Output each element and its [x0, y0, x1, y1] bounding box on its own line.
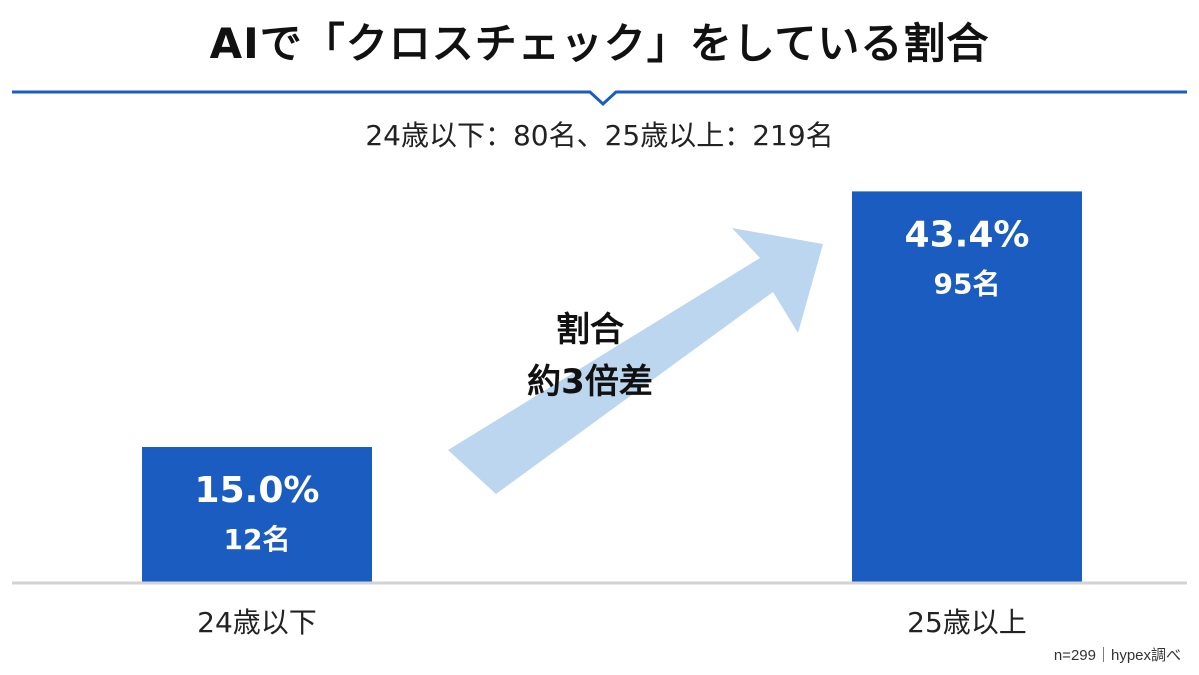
title-divider — [12, 90, 1187, 107]
bar-value-label: 15.0% — [195, 470, 320, 511]
bar — [852, 191, 1082, 582]
bar-count-label: 12名 — [224, 523, 291, 556]
chart-subtitle: 24歳以下：80名、25歳以上：219名 — [365, 119, 834, 152]
bar-value-label: 43.4% — [905, 214, 1030, 255]
bar — [142, 447, 372, 582]
annotation-line: 約3倍差 — [527, 362, 653, 402]
bar-count-label: 95名 — [934, 267, 1001, 300]
title-divider-line — [12, 90, 1187, 107]
annotation-line: 割合 — [556, 310, 624, 350]
x-tick-label: 24歳以下 — [197, 606, 317, 639]
trend-arrow-icon — [448, 228, 823, 494]
footnote: n=299｜hypex調べ — [1053, 647, 1181, 664]
x-tick-label: 25歳以上 — [907, 606, 1027, 639]
chart-title: AIで「クロスチェック」をしている割合 — [209, 19, 990, 68]
